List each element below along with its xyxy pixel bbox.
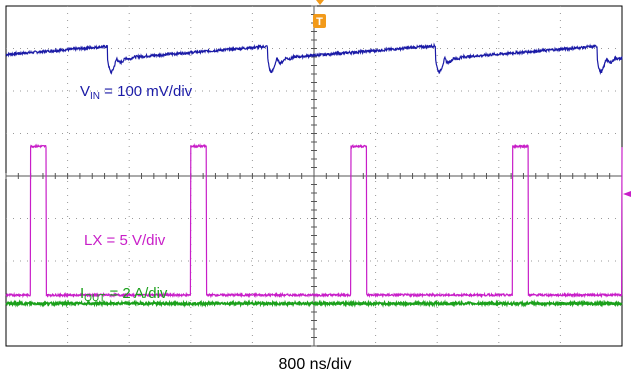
vin-trace — [5, 42, 623, 75]
vin-scale-label: VIN = 100 mV/div — [80, 83, 193, 102]
lx-scale-label: LX = 5 V/div — [84, 232, 166, 249]
iout-trace — [5, 299, 623, 308]
timebase-label: 800 ns/div — [279, 356, 352, 373]
waveform-traces — [5, 42, 623, 308]
ground-ref-arrow-icon — [623, 191, 631, 197]
iout-scale-label: IOUT = 2 A/div — [80, 285, 168, 304]
trigger-arrow-icon — [316, 0, 324, 5]
trigger-marker: T — [313, 0, 326, 28]
trigger-marker-label: T — [316, 16, 323, 28]
lx-trace — [5, 143, 623, 299]
graticule — [5, 5, 623, 347]
